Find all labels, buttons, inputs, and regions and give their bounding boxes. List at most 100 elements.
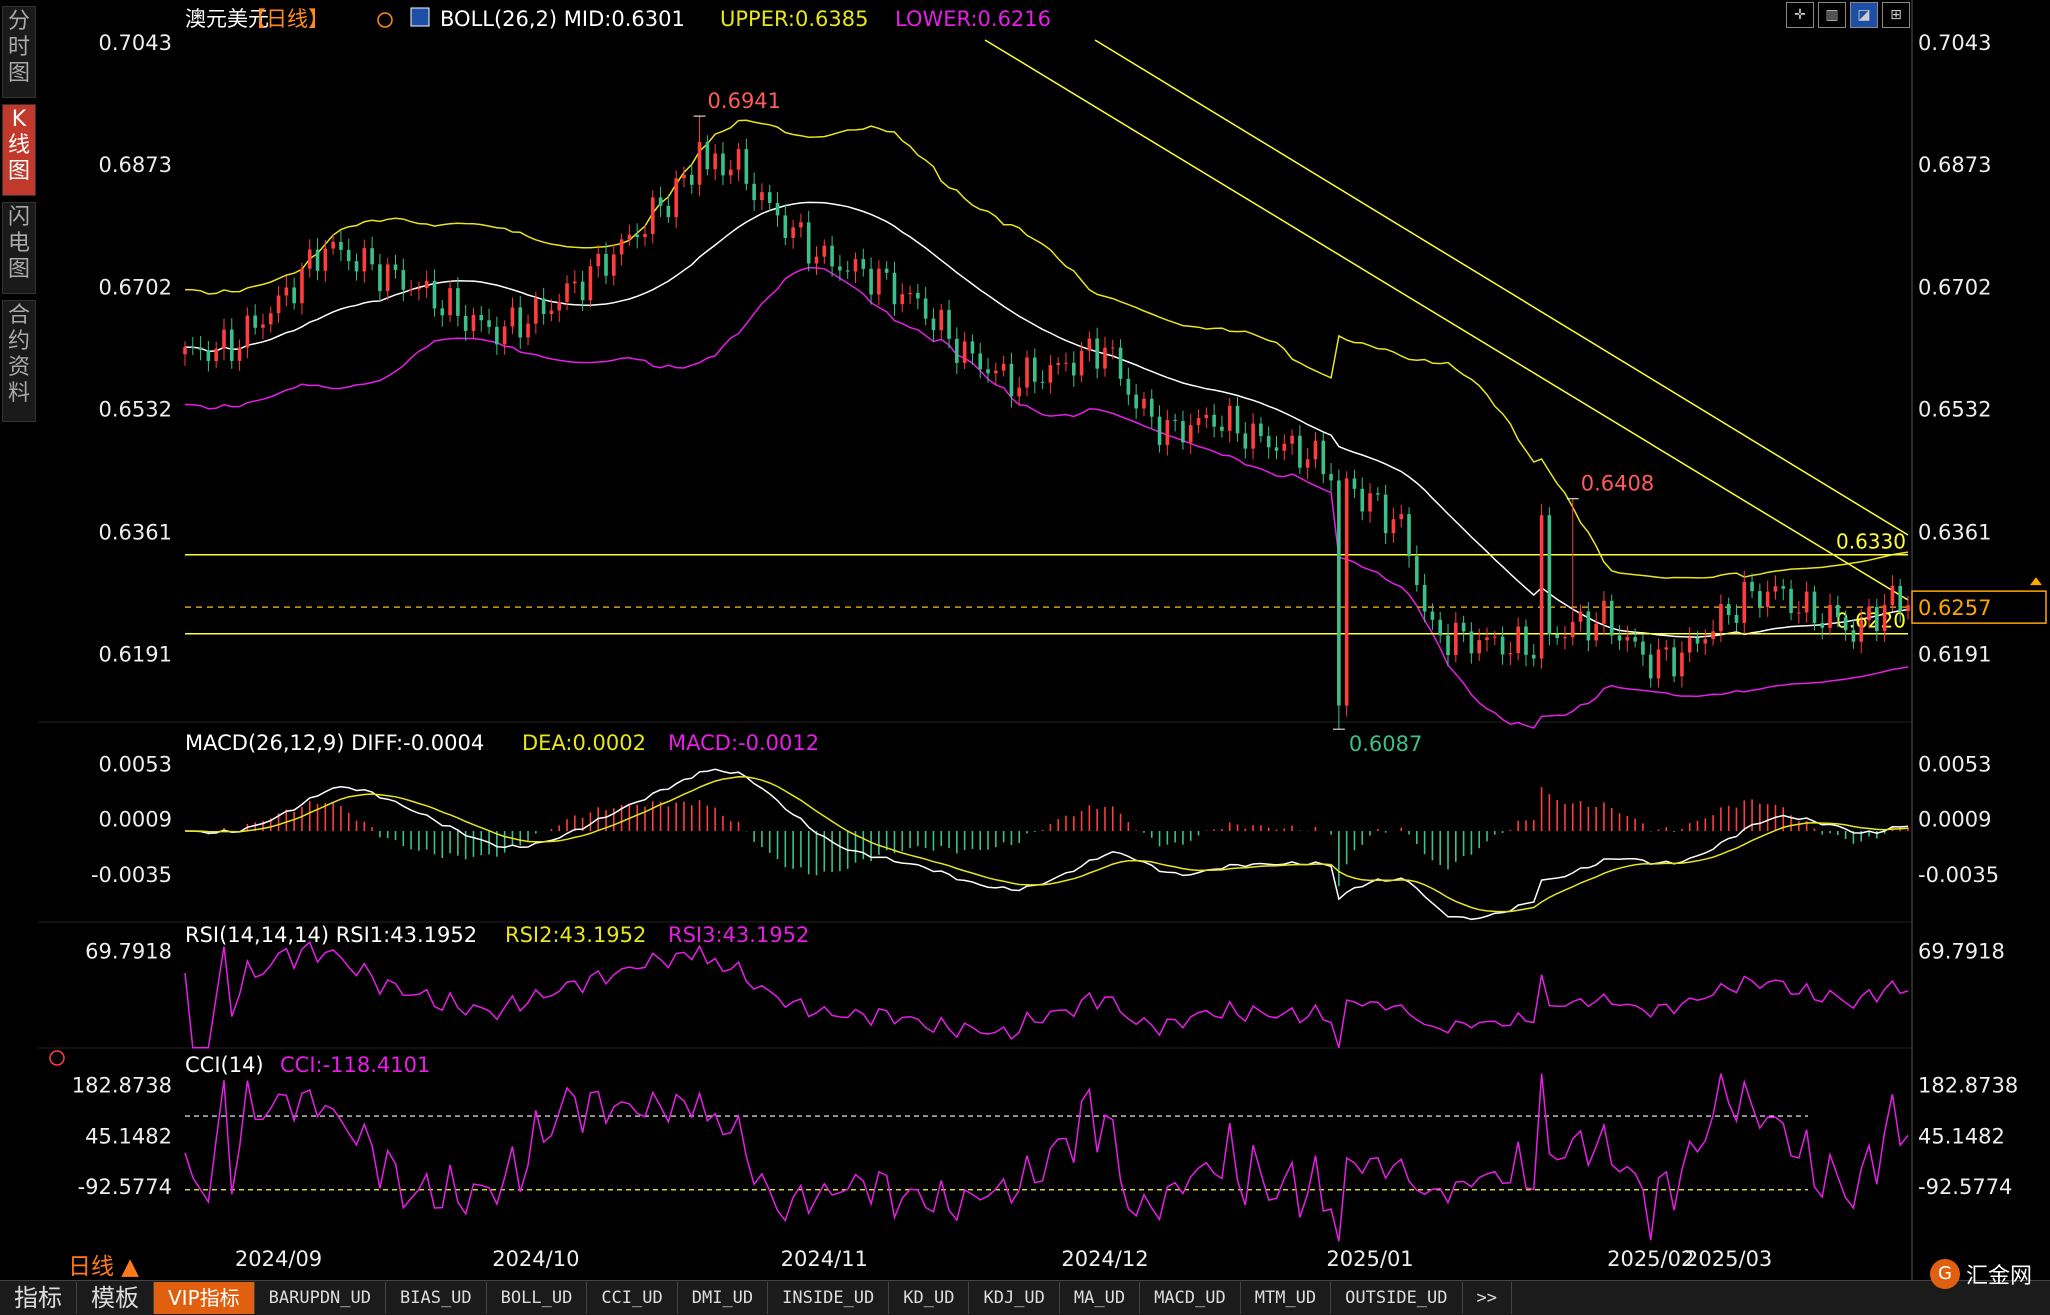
price-tick-left-4: 0.6361 bbox=[99, 520, 172, 544]
bottom-tab--15[interactable]: >> bbox=[1463, 1282, 1512, 1314]
candle-body-37 bbox=[471, 314, 476, 331]
candle-body-201 bbox=[1750, 581, 1754, 592]
candle-body-148 bbox=[1337, 480, 1341, 706]
candle-body-211 bbox=[1828, 605, 1832, 628]
price-tick-left-2: 0.6702 bbox=[99, 276, 172, 300]
bottom-tab-ma-ud-11[interactable]: MA_UD bbox=[1060, 1282, 1141, 1314]
candle-body-160 bbox=[1430, 611, 1435, 620]
macd-tick-left-2: -0.0035 bbox=[91, 863, 172, 887]
candle-body-131 bbox=[1204, 414, 1209, 419]
candle-body-93 bbox=[908, 292, 912, 295]
price-tick-left-5: 0.6191 bbox=[99, 643, 172, 667]
bottom-tab-vip-2[interactable]: VIP指标 bbox=[154, 1282, 255, 1314]
bottom-tab-barupdn-ud-3[interactable]: BARUPDN_UD bbox=[255, 1282, 386, 1314]
candle-body-163 bbox=[1454, 622, 1458, 656]
cci-value-text: CCI:-118.4101 bbox=[280, 1053, 430, 1077]
bottom-tab-mtm-ud-13[interactable]: MTM_UD bbox=[1241, 1282, 1332, 1314]
rsi-tick-right-0: 69.7918 bbox=[1918, 939, 2005, 963]
candle-body-85 bbox=[845, 270, 850, 272]
candle-body-120 bbox=[1118, 347, 1123, 379]
candle-body-164 bbox=[1461, 622, 1466, 632]
candle-body-96 bbox=[931, 318, 936, 331]
candle-body-121 bbox=[1126, 378, 1131, 395]
macd-value-text: MACD:-0.0012 bbox=[668, 731, 819, 755]
candle-body-142 bbox=[1290, 435, 1294, 444]
candle-body-102 bbox=[978, 353, 983, 370]
chart-period: 【日线】 bbox=[245, 7, 329, 31]
candle-body-203 bbox=[1765, 591, 1770, 607]
bottom-tab-boll-ud-5[interactable]: BOLL_UD bbox=[487, 1282, 588, 1314]
candle-body-161 bbox=[1438, 619, 1443, 636]
candle-body-179 bbox=[1578, 611, 1583, 622]
candle-body-118 bbox=[1103, 347, 1107, 369]
candle-body-2 bbox=[198, 347, 203, 351]
crosshair-icon[interactable]: ✛ bbox=[1786, 2, 1814, 28]
candle-body-212 bbox=[1836, 605, 1840, 618]
indicator-icon[interactable]: ▥ bbox=[1818, 2, 1846, 28]
candle-body-4 bbox=[214, 348, 218, 362]
bottom-tab-dmi-ud-7[interactable]: DMI_UD bbox=[678, 1282, 769, 1314]
bottom-tab-bias-ud-4[interactable]: BIAS_UD bbox=[386, 1282, 487, 1314]
boll-upper-text: UPPER:0.6385 bbox=[720, 7, 868, 31]
tab-contract-info[interactable]: 合约资料 bbox=[2, 300, 36, 422]
bottom-tab-macd-ud-12[interactable]: MACD_UD bbox=[1140, 1282, 1241, 1314]
bottom-tab-kdj-ud-10[interactable]: KDJ_UD bbox=[969, 1282, 1060, 1314]
candle-body-55 bbox=[612, 254, 616, 276]
candle-body-100 bbox=[962, 341, 967, 363]
bottom-tab-kd-ud-9[interactable]: KD_UD bbox=[889, 1282, 970, 1314]
candle-body-8 bbox=[245, 315, 250, 348]
candle-body-213 bbox=[1843, 617, 1848, 631]
candle-body-41 bbox=[502, 326, 507, 345]
candle-body-184 bbox=[1617, 635, 1622, 641]
candle-body-40 bbox=[495, 326, 499, 345]
candle-body-144 bbox=[1305, 459, 1310, 468]
chart-canvas[interactable]: 0.6330 0.6220 0.6941 0.6408 0.6087 0.6257 0.70… bbox=[0, 0, 2050, 1280]
candle-body-42 bbox=[510, 307, 515, 327]
rsi-tick-left-0: 69.7918 bbox=[85, 939, 172, 963]
price-tick-left-1: 0.6873 bbox=[99, 153, 172, 177]
candle-body-44 bbox=[526, 323, 530, 338]
bottom-tab--0[interactable]: 指标 bbox=[0, 1282, 77, 1314]
candle-body-103 bbox=[986, 369, 990, 374]
bottom-tab-outside-ud-14[interactable]: OUTSIDE_UD bbox=[1331, 1282, 1463, 1314]
tab-flash[interactable]: 闪电图 bbox=[2, 202, 36, 294]
cci-tick-right-0: 182.8738 bbox=[1918, 1074, 2018, 1098]
candle-body-127 bbox=[1173, 419, 1177, 421]
candle-body-202 bbox=[1758, 591, 1762, 607]
price-level-label-1: 0.6220 bbox=[1836, 609, 1906, 633]
boll-upper-line bbox=[184, 119, 1909, 579]
candle-body-29 bbox=[409, 289, 413, 291]
boll-lower-text: LOWER:0.6216 bbox=[895, 7, 1051, 31]
macd-tick-left-0: 0.0053 bbox=[99, 753, 172, 777]
chart-mode-icon[interactable]: ◪ bbox=[1850, 2, 1878, 28]
candle-body-83 bbox=[830, 245, 834, 267]
boll-header-text: BOLL(26,2) MID:0.6301 bbox=[440, 7, 685, 31]
candle-body-122 bbox=[1134, 394, 1138, 409]
candle-body-86 bbox=[853, 259, 858, 272]
cci-line bbox=[184, 1073, 1909, 1242]
candle-body-36 bbox=[463, 315, 468, 331]
candle-body-0 bbox=[183, 347, 187, 355]
tab-timeshare[interactable]: 分时图 bbox=[2, 6, 36, 98]
bottom-tab-cci-ud-6[interactable]: CCI_UD bbox=[587, 1282, 678, 1314]
zoom-icon[interactable]: ⊞ bbox=[1882, 2, 1910, 28]
candle-body-14 bbox=[292, 287, 296, 304]
candle-body-75 bbox=[767, 192, 772, 203]
bottom-tab--1[interactable]: 模板 bbox=[77, 1282, 154, 1314]
tab-kline[interactable]: K线图 bbox=[2, 104, 36, 196]
price-tick-right-2: 0.6702 bbox=[1918, 276, 1991, 300]
candle-body-25 bbox=[378, 264, 382, 292]
candle-body-147 bbox=[1329, 474, 1333, 481]
candle-body-124 bbox=[1149, 398, 1154, 417]
candle-body-129 bbox=[1188, 425, 1193, 443]
candle-body-159 bbox=[1422, 584, 1427, 612]
candle-body-35 bbox=[456, 288, 460, 316]
cci-tick-right-2: -92.5774 bbox=[1918, 1175, 2012, 1199]
candle-body-70 bbox=[728, 169, 733, 176]
current-price-box bbox=[1911, 590, 2047, 624]
candle-body-52 bbox=[588, 266, 593, 301]
bottom-tab-inside-ud-8[interactable]: INSIDE_UD bbox=[768, 1282, 890, 1314]
candle-body-214 bbox=[1851, 630, 1856, 642]
candle-body-150 bbox=[1352, 478, 1357, 489]
candle-body-28 bbox=[401, 270, 406, 290]
